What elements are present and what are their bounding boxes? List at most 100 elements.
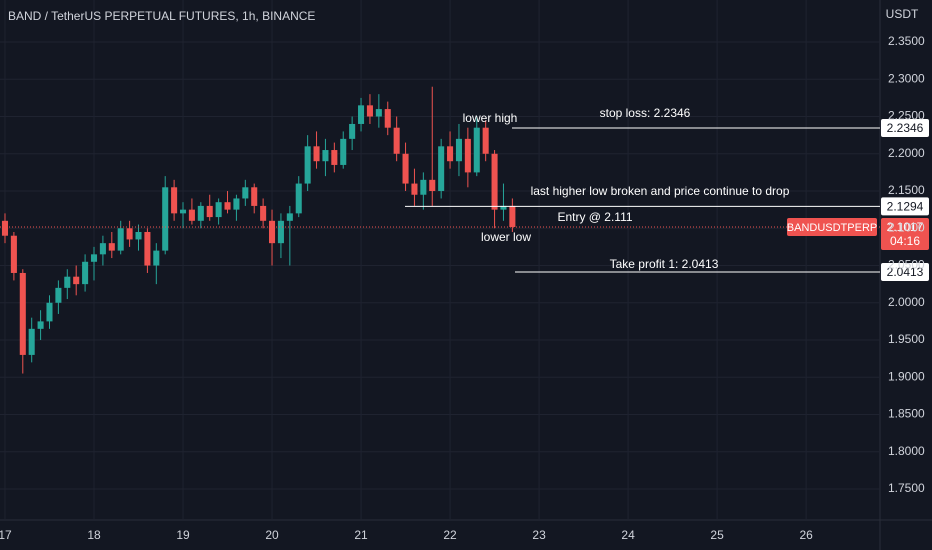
candle-body [135, 231, 142, 240]
x-tick-label: 17 [0, 528, 12, 542]
candle-body [331, 150, 338, 165]
candle-body [242, 187, 249, 199]
annotation: lower low [481, 230, 531, 244]
candle-body [171, 187, 178, 214]
candle-body [153, 250, 160, 266]
candle-body [340, 138, 347, 165]
overlays: 2.2346 2.1294 2.0413 BANDUSDTPERP 2.101704:1… [0, 106, 929, 281]
candle-body [411, 183, 418, 195]
candle-body [375, 109, 382, 117]
candle-body [28, 328, 35, 355]
y-tick-label: 2.3000 [888, 71, 925, 85]
y-tick-label: 1.9000 [888, 369, 925, 383]
level-price-label: 2.1294 [887, 200, 924, 214]
level-price-box [881, 197, 929, 216]
candle-body [162, 187, 169, 251]
candle-body [384, 109, 391, 128]
x-tick-label: 26 [799, 528, 813, 542]
candle-body [117, 228, 124, 251]
candle-body [46, 302, 53, 322]
grid [0, 0, 880, 520]
x-tick-label: 24 [621, 528, 635, 542]
candle-body [322, 150, 329, 162]
candle-body [10, 235, 17, 273]
candle-body [286, 213, 293, 221]
last-price-label: 2.1017 [887, 220, 924, 234]
candle-body [393, 127, 400, 154]
candle-body [197, 205, 204, 221]
candle-body [269, 220, 276, 244]
y-tick-label: 1.8000 [888, 444, 925, 458]
candle-body [188, 209, 195, 221]
candle-body [509, 205, 516, 227]
candle-body [215, 202, 222, 218]
y-tick-label: 1.9500 [888, 332, 925, 346]
candle-body [37, 321, 44, 329]
annotation: Take profit 1: 2.0413 [610, 257, 719, 271]
candle-body [429, 179, 436, 192]
candle-body [108, 243, 115, 251]
candle-body [82, 261, 89, 285]
annotation: last higher low broken and price continu… [531, 184, 790, 198]
candle-body [295, 183, 302, 214]
x-tick-label: 19 [176, 528, 190, 542]
candle-body [224, 202, 231, 210]
candle-body [260, 205, 267, 221]
annotation: Entry @ 2.111 [557, 210, 632, 224]
x-tick-label: 22 [443, 528, 457, 542]
candle-body [179, 209, 187, 214]
level-price-box [881, 118, 929, 137]
candle-body [358, 105, 365, 124]
level-price-box [881, 262, 929, 281]
candle-body [64, 276, 71, 288]
candle-body [420, 179, 427, 195]
candle-body [464, 138, 471, 173]
candle-body [1, 220, 9, 236]
y-tick-label: 2.1500 [888, 183, 925, 197]
y-tick-label: 2.3500 [888, 34, 925, 48]
candle-body [99, 243, 106, 255]
level-price-label: 2.0413 [887, 265, 924, 279]
candle-body [73, 276, 80, 285]
candle-body [455, 138, 462, 162]
last-price-box [881, 217, 929, 250]
y-tick-label: 2.1000 [888, 220, 925, 234]
candles [1, 86, 516, 374]
candle-body [233, 198, 240, 210]
candle-body [126, 228, 133, 240]
axis-unit: USDT [886, 7, 919, 21]
candle-body [438, 146, 445, 192]
candle-body [349, 123, 356, 139]
x-tick-label: 20 [265, 528, 279, 542]
candle-body [251, 187, 258, 206]
candle-body [277, 220, 284, 244]
annotation: lower high [463, 111, 518, 125]
annotation: stop loss: 2.2346 [600, 106, 691, 120]
candle-body [304, 146, 311, 184]
candle-body [206, 205, 213, 218]
candle-body [447, 146, 454, 162]
x-tick-label: 18 [87, 528, 101, 542]
countdown-label: 04:16 [890, 234, 920, 248]
candle-body [90, 254, 98, 262]
symbol-box [787, 217, 877, 236]
y-tick-label: 2.2500 [888, 109, 925, 123]
candle-body [144, 231, 151, 266]
y-tick-label: 2.0500 [888, 258, 925, 272]
candle-body [482, 127, 489, 154]
candle-body [500, 205, 507, 210]
y-tick-label: 1.8500 [888, 407, 925, 421]
candle-body [366, 105, 373, 117]
x-tick-label: 25 [710, 528, 724, 542]
y-tick-label: 1.7500 [888, 481, 925, 495]
y-tick-label: 2.2000 [888, 146, 925, 160]
x-tick-label: 23 [532, 528, 546, 542]
candle-body [19, 272, 26, 355]
chart-title: BAND / TetherUS PERPETUAL FUTURES, 1h, B… [8, 9, 315, 23]
candle-body [402, 153, 409, 184]
candle-body [473, 127, 480, 173]
level-price-label: 2.2346 [887, 121, 924, 135]
y-tick-label: 2.0000 [888, 295, 925, 309]
